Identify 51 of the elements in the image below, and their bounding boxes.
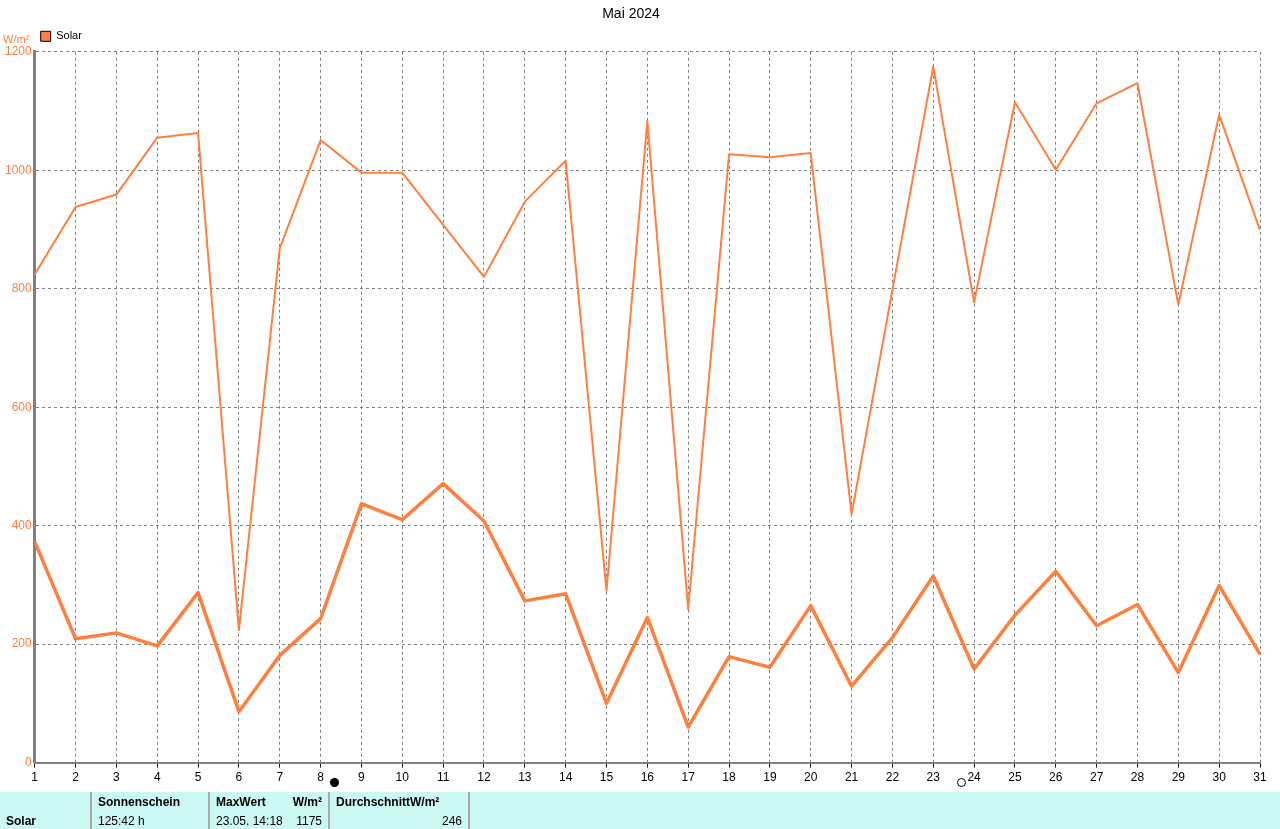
text: 1175 [296, 814, 322, 828]
x-tick-label: 3 [113, 770, 121, 785]
text: Solar [6, 814, 37, 828]
y-tick-label: 800 [11, 281, 33, 296]
x-tick-label: 12 [477, 770, 491, 785]
x-tick-label: 4 [153, 770, 161, 785]
x-tick-label: 22 [885, 770, 900, 785]
y-tick-label: 600 [11, 399, 33, 414]
x-tick-label: 21 [844, 770, 859, 785]
text: Sonnenschein [98, 795, 181, 809]
x-tick-label: 23 [926, 770, 941, 785]
x-tick-label: 2 [72, 770, 80, 785]
x-tick-label: 19 [763, 770, 777, 785]
x-tick-label: 1 [31, 770, 39, 785]
text: Durchschnitt [336, 795, 411, 809]
x-tick-label: 5 [194, 770, 202, 785]
chart-title: Mai 2024 [602, 5, 661, 22]
y-tick-label: 1200 [4, 44, 33, 59]
text: 125:42 h [98, 814, 145, 828]
x-tick-label: 14 [558, 770, 573, 785]
y-tick-label: 0 [25, 754, 33, 769]
x-tick-label: 26 [1049, 770, 1063, 785]
text: 246 [441, 814, 462, 828]
legend-label: Solar [56, 29, 83, 42]
y-tick-label: 400 [11, 517, 33, 532]
x-tick-label: 10 [395, 770, 410, 785]
x-tick-label: 15 [599, 770, 614, 785]
x-tick-label: 7 [276, 770, 284, 785]
y-axis-title: W/m² [3, 33, 30, 46]
text: MaxWert [216, 795, 266, 809]
y-tick-label: 200 [11, 636, 33, 651]
x-tick-label: 20 [804, 770, 818, 785]
x-tick-label: 17 [681, 770, 696, 785]
x-tick-label: 9 [358, 770, 366, 785]
x-tick-label: 27 [1089, 770, 1104, 785]
x-tick-label: 30 [1212, 770, 1227, 785]
x-tick-label: 6 [235, 770, 243, 785]
x-tick-label: 28 [1130, 770, 1145, 785]
x-tick-label: 18 [722, 770, 737, 785]
x-tick-label: 13 [518, 770, 532, 785]
x-tick-label: 31 [1253, 770, 1267, 785]
text: W/m² [292, 795, 322, 809]
x-tick-label: 16 [640, 770, 655, 785]
x-tick-label: 11 [436, 770, 450, 785]
text: 23.05. 14:18 [216, 814, 283, 828]
x-tick-label: 29 [1171, 770, 1186, 785]
text: W/m² [410, 795, 440, 809]
x-tick-label: 24 [967, 770, 982, 785]
x-tick-label: 25 [1008, 770, 1022, 785]
y-tick-label: 1000 [4, 162, 33, 177]
x-tick-label: 8 [317, 770, 325, 785]
